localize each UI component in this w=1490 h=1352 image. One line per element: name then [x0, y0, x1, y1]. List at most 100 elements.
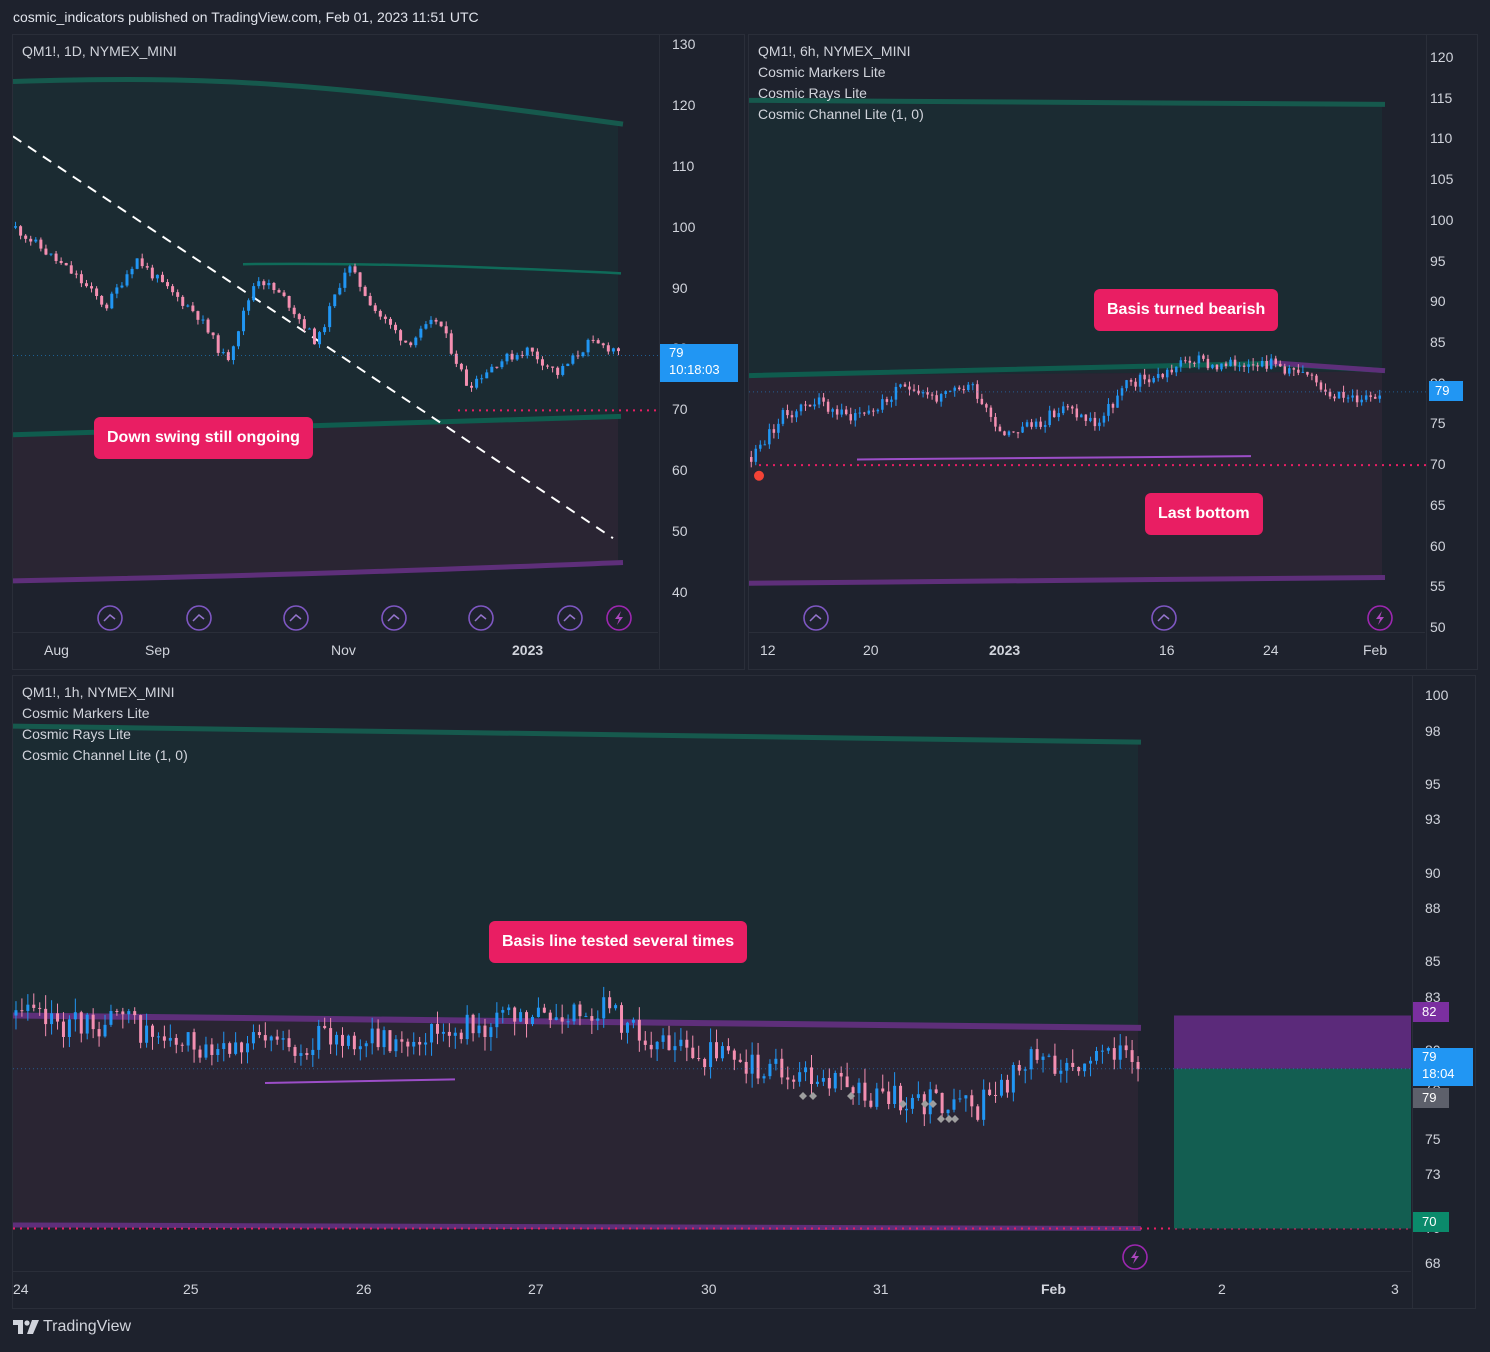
candle [867, 410, 871, 414]
lower-level-tag: 70 [1413, 1212, 1449, 1232]
candle [998, 426, 1002, 432]
daily-chart-canvas[interactable] [13, 35, 658, 633]
ray-marker-icon-glyph [289, 613, 302, 622]
candle [804, 404, 807, 406]
candle [525, 347, 529, 356]
six-hour-time-axis[interactable]: 12 20 2023 16 24 Feb [749, 632, 1425, 669]
diamond-marker [899, 1100, 907, 1108]
candle [520, 354, 524, 356]
candle [839, 1072, 843, 1077]
candle [281, 1038, 285, 1040]
candle [875, 1088, 879, 1107]
candle [221, 352, 225, 354]
legend-markers: Cosmic Markers Lite [22, 705, 150, 721]
ray-marker-icon [468, 605, 494, 631]
candle [1143, 374, 1146, 380]
candle [1071, 1062, 1075, 1068]
candle [434, 319, 438, 322]
ray-marker-icon [97, 605, 123, 631]
candle [343, 272, 347, 288]
candle [561, 366, 565, 375]
candle [854, 413, 857, 421]
candle [1215, 364, 1219, 370]
candle [186, 305, 190, 307]
callout-basis-tested: Basis line tested several times [489, 921, 748, 963]
candle [813, 404, 816, 407]
candle [1170, 369, 1174, 373]
candle [952, 1099, 956, 1110]
candle [1355, 395, 1359, 403]
candle [631, 1019, 635, 1023]
candle [156, 1036, 160, 1038]
candle [191, 305, 195, 312]
price-tick-label: 100 [1425, 687, 1449, 703]
candle [115, 287, 119, 294]
candle [1080, 414, 1083, 418]
candle [1319, 382, 1323, 390]
price-tick-label: 55 [1430, 578, 1446, 595]
candle [530, 347, 534, 352]
candle [661, 1035, 665, 1042]
candle [1052, 410, 1056, 418]
legend-channel: Cosmic Channel Lite (1, 0) [22, 747, 188, 763]
hourly-chart-canvas[interactable] [13, 676, 1411, 1272]
candle [293, 1047, 297, 1056]
candle [571, 355, 575, 364]
candle [799, 404, 803, 412]
candle [1328, 391, 1332, 397]
candle [546, 365, 550, 367]
candle [591, 339, 595, 341]
candle [756, 1054, 760, 1079]
candle [781, 410, 785, 424]
candle [404, 340, 408, 343]
candle [1179, 360, 1183, 367]
candle [54, 253, 58, 261]
time-tick-label: 24 [13, 1281, 29, 1297]
candle [323, 327, 327, 333]
candle [863, 412, 866, 414]
candle [1100, 1050, 1104, 1052]
six-hour-chart-panel[interactable]: QM1!, 6h, NYMEX_MINI Cosmic Markers Lite… [748, 34, 1478, 670]
hourly-chart-panel[interactable]: QM1!, 1h, NYMEX_MINI Cosmic Markers Lite… [12, 675, 1476, 1309]
candle [340, 1034, 344, 1046]
price-tick-label: 88 [1425, 900, 1441, 916]
hourly-time-axis[interactable]: 24 25 26 27 30 31 Feb 2 3 [13, 1271, 1411, 1308]
daily-price-axis[interactable]: 130120110100908070605040 [659, 35, 744, 669]
six-hour-price-axis[interactable]: 12011511010510095908580757065605550 [1426, 35, 1477, 669]
candle [833, 1072, 837, 1089]
candle [287, 1038, 291, 1048]
candle [1333, 396, 1336, 399]
candle [1147, 379, 1151, 383]
candle [881, 399, 884, 410]
candle [1378, 395, 1381, 399]
candle [252, 286, 256, 301]
candle [980, 398, 984, 405]
candle [439, 321, 443, 327]
daily-chart-panel[interactable]: QM1!, 1D, NYMEX_MINI Down swing still on… [12, 34, 745, 670]
candle [135, 258, 139, 269]
short-risk-zone [1174, 1015, 1411, 1069]
time-tick-label: 30 [701, 1281, 717, 1297]
candle [490, 366, 494, 373]
candle [206, 319, 210, 333]
footer-brand[interactable]: TradingView [13, 1318, 131, 1336]
candle [649, 1044, 653, 1050]
candle [1238, 365, 1241, 367]
candle [655, 1041, 659, 1050]
candle [857, 1082, 861, 1094]
time-tick-label: 2023 [989, 642, 1021, 658]
daily-time-axis[interactable]: Aug Sep Nov 2023 [13, 632, 658, 669]
time-tick-label: 12 [760, 642, 776, 658]
candle [774, 1058, 778, 1064]
candle [989, 407, 993, 417]
candle [1369, 395, 1372, 397]
candle [903, 384, 907, 387]
candle [67, 1019, 71, 1038]
candle [916, 1094, 920, 1098]
candle [845, 1076, 849, 1088]
candle [19, 226, 23, 236]
candle [363, 286, 367, 296]
candle [236, 331, 240, 347]
candle [186, 1032, 190, 1046]
candle [39, 239, 43, 249]
